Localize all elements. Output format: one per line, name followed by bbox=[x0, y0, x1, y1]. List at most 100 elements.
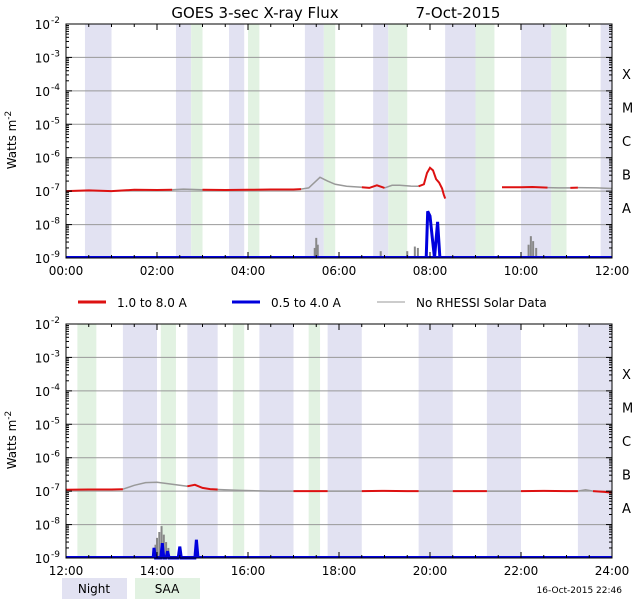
y-tick-label: 10 bbox=[35, 552, 50, 566]
x-tick-label: 12:00 bbox=[49, 564, 84, 578]
x-tick-label: 04:00 bbox=[231, 264, 266, 278]
night-key-label: Night bbox=[78, 582, 111, 596]
y-tick-exponent: -3 bbox=[51, 349, 60, 359]
night-band bbox=[327, 324, 362, 558]
y-tick-label: 10 bbox=[35, 118, 50, 132]
series-low-line bbox=[65, 188, 173, 193]
y-tick-label: 10 bbox=[35, 185, 50, 199]
y-tick-exponent: -2 bbox=[51, 16, 60, 26]
x-tick-label: 02:00 bbox=[140, 264, 175, 278]
x-tick-label: 16:00 bbox=[231, 564, 266, 578]
y-axis-label-top: Watts m-2 bbox=[4, 111, 19, 170]
series-low-line bbox=[65, 488, 123, 491]
night-band bbox=[373, 24, 389, 258]
series-low-line bbox=[502, 185, 548, 189]
saa-band bbox=[388, 24, 408, 258]
flare-class-label: C bbox=[622, 435, 631, 450]
flare-class-label: M bbox=[622, 102, 633, 117]
y-tick-label: 10 bbox=[35, 351, 50, 365]
saa-band bbox=[77, 324, 97, 558]
series-norhessi-line bbox=[300, 176, 362, 190]
night-band bbox=[445, 24, 476, 258]
x-tick-label: 18:00 bbox=[322, 564, 357, 578]
series-low-line bbox=[187, 483, 218, 491]
y-tick-label: 10 bbox=[35, 485, 50, 499]
y-tick-label: 10 bbox=[35, 418, 50, 432]
flare-class-label: M bbox=[622, 402, 633, 417]
series-high-line bbox=[424, 210, 442, 259]
night-band bbox=[521, 24, 552, 258]
y-tick-exponent: -9 bbox=[51, 550, 60, 560]
y-axis-label-bottom: Watts m-2 bbox=[4, 411, 19, 470]
y-tick-label: 10 bbox=[35, 385, 50, 399]
series-norhessi-line bbox=[577, 186, 613, 190]
night-band bbox=[418, 324, 453, 558]
y-tick-exponent: -7 bbox=[51, 483, 60, 493]
y-tick-label: 10 bbox=[35, 18, 50, 32]
night-band bbox=[486, 324, 521, 558]
x-tick-label: 10:00 bbox=[504, 264, 539, 278]
chart-date: 7-Oct-2015 bbox=[416, 4, 501, 22]
y-tick-label: 10 bbox=[35, 318, 50, 332]
saa-band bbox=[248, 24, 260, 258]
legend: 1.0 to 8.0 A 0.5 to 4.0 A No RHESSI Sola… bbox=[78, 296, 547, 310]
flare-class-label: X bbox=[622, 368, 631, 383]
y-tick-label: 10 bbox=[35, 85, 50, 99]
panel-bottom: 10-210-310-410-510-610-710-810 -9XMCBA12:… bbox=[35, 316, 634, 578]
series-norhessi-line bbox=[384, 184, 419, 189]
y-tick-exponent: -4 bbox=[51, 83, 60, 93]
flare-class-label: C bbox=[622, 135, 631, 150]
x-tick-label: 14:00 bbox=[140, 564, 175, 578]
x-tick-label: 20:00 bbox=[413, 564, 448, 578]
night-band bbox=[84, 24, 112, 258]
night-band bbox=[259, 324, 294, 558]
series-norhessi-line bbox=[577, 489, 594, 492]
night-band bbox=[229, 24, 245, 258]
y-tick-exponent: -3 bbox=[51, 49, 60, 59]
x-tick-label: 22:00 bbox=[504, 564, 539, 578]
y-tick-exponent: -8 bbox=[51, 217, 60, 227]
flare-class-label: B bbox=[622, 468, 631, 483]
series-low-line bbox=[418, 166, 447, 199]
x-tick-label: 00:00 bbox=[49, 264, 84, 278]
legend-label-norhessi: No RHESSI Solar Data bbox=[416, 296, 547, 310]
legend-label-high: 0.5 to 4.0 A bbox=[271, 296, 342, 310]
y-tick-exponent: -5 bbox=[51, 416, 60, 426]
saa-band bbox=[323, 24, 336, 258]
y-tick-label: 10 bbox=[35, 252, 50, 266]
y-tick-exponent: -2 bbox=[51, 316, 60, 326]
night-band bbox=[577, 324, 612, 558]
night-band bbox=[304, 24, 324, 258]
legend-label-low: 1.0 to 8.0 A bbox=[117, 296, 188, 310]
y-tick-exponent: -6 bbox=[51, 150, 60, 160]
flare-class-label: A bbox=[622, 502, 631, 517]
saa-band bbox=[191, 24, 203, 258]
y-tick-exponent: -6 bbox=[51, 450, 60, 460]
y-tick-exponent: -5 bbox=[51, 116, 60, 126]
y-tick-label: 10 bbox=[35, 452, 50, 466]
series-norhessi-line bbox=[217, 488, 294, 492]
night-key-swatch bbox=[62, 578, 127, 599]
series-low-line bbox=[361, 184, 385, 189]
y-tick-label: 10 bbox=[35, 219, 50, 233]
night-band bbox=[122, 324, 157, 558]
y-tick-exponent: -7 bbox=[51, 183, 60, 193]
saa-band bbox=[232, 324, 245, 558]
saa-band bbox=[308, 324, 321, 558]
flare-class-label: A bbox=[622, 202, 631, 217]
flare-class-label: X bbox=[622, 68, 631, 83]
x-tick-label: 24:00 bbox=[595, 564, 630, 578]
saa-band bbox=[551, 24, 567, 258]
saa-key-swatch bbox=[135, 578, 200, 599]
x-tick-label: 12:00 bbox=[595, 264, 630, 278]
series-low-line bbox=[202, 188, 302, 192]
saa-band bbox=[475, 24, 495, 258]
saa-band bbox=[160, 324, 176, 558]
y-tick-exponent: -4 bbox=[51, 383, 60, 393]
generation-timestamp: 16-Oct-2015 22:46 bbox=[537, 586, 623, 596]
x-tick-label: 06:00 bbox=[322, 264, 357, 278]
y-tick-label: 10 bbox=[35, 519, 50, 533]
x-tick-label: 08:00 bbox=[413, 264, 448, 278]
series-norhessi-line bbox=[122, 481, 188, 490]
